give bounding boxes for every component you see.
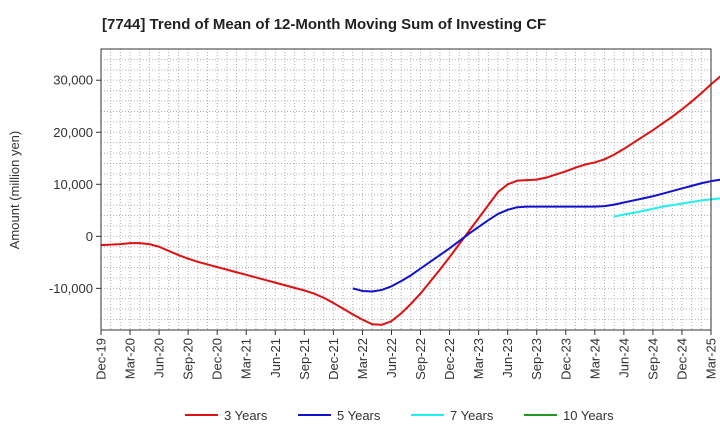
x-tick-label: Dec-22: [442, 338, 457, 380]
x-tick-label: Dec-19: [94, 338, 109, 380]
legend-label: 3 Years: [224, 408, 268, 423]
x-tick-label: Sep-21: [297, 338, 312, 380]
x-tick-label: Jun-22: [384, 338, 399, 378]
x-tick-label: Sep-24: [645, 338, 660, 380]
x-tick-label: Jun-24: [616, 338, 631, 378]
x-tick-label: Mar-20: [123, 338, 138, 379]
x-tick-label: Sep-20: [181, 338, 196, 380]
series-lines: [100, 75, 720, 326]
x-tick-label: Mar-23: [471, 338, 486, 379]
x-tick-label: Dec-23: [558, 338, 573, 380]
y-tick-label: 30,000: [53, 73, 93, 88]
chart-title: [7744] Trend of Mean of 12-Month Moving …: [102, 16, 546, 33]
x-axis-ticks: Dec-19 Mar-20 Jun-20 Sep-20 Dec-20 Mar-21 Jun-…: [94, 330, 719, 380]
x-tick-label: Mar-22: [355, 338, 370, 379]
legend: 3 Years 5 Years 7 Years 10 Years: [185, 408, 614, 423]
x-tick-label: Jun-20: [152, 338, 167, 378]
series-line-5-years: [352, 178, 720, 293]
legend-label: 7 Years: [450, 408, 494, 423]
y-tick-label: 10,000: [53, 177, 93, 192]
x-tick-label: Sep-23: [529, 338, 544, 380]
x-tick-label: Mar-21: [239, 338, 254, 379]
series-line-3-years: [100, 75, 720, 326]
y-axis-ticks: -10,000 0 10,000 20,000 30,000: [49, 73, 101, 296]
series-line-7-years: [613, 197, 720, 218]
legend-label: 5 Years: [337, 408, 381, 423]
x-tick-label: Jun-21: [268, 338, 283, 378]
x-tick-label: Dec-20: [210, 338, 225, 380]
x-tick-label: Mar-24: [587, 338, 602, 379]
plot-frame: [100, 48, 712, 331]
x-tick-label: Dec-24: [674, 338, 689, 380]
y-tick-label: 0: [86, 229, 93, 244]
y-axis-label: Amount (million yen): [7, 131, 22, 250]
x-tick-label: Dec-21: [326, 338, 341, 380]
x-tick-label: Jun-23: [500, 338, 515, 378]
x-tick-label: Sep-22: [413, 338, 428, 380]
x-tick-label: Mar-25: [704, 338, 719, 379]
grid: [101, 49, 711, 330]
legend-label: 10 Years: [563, 408, 614, 423]
y-tick-label: -10,000: [49, 281, 93, 296]
y-tick-label: 20,000: [53, 125, 93, 140]
